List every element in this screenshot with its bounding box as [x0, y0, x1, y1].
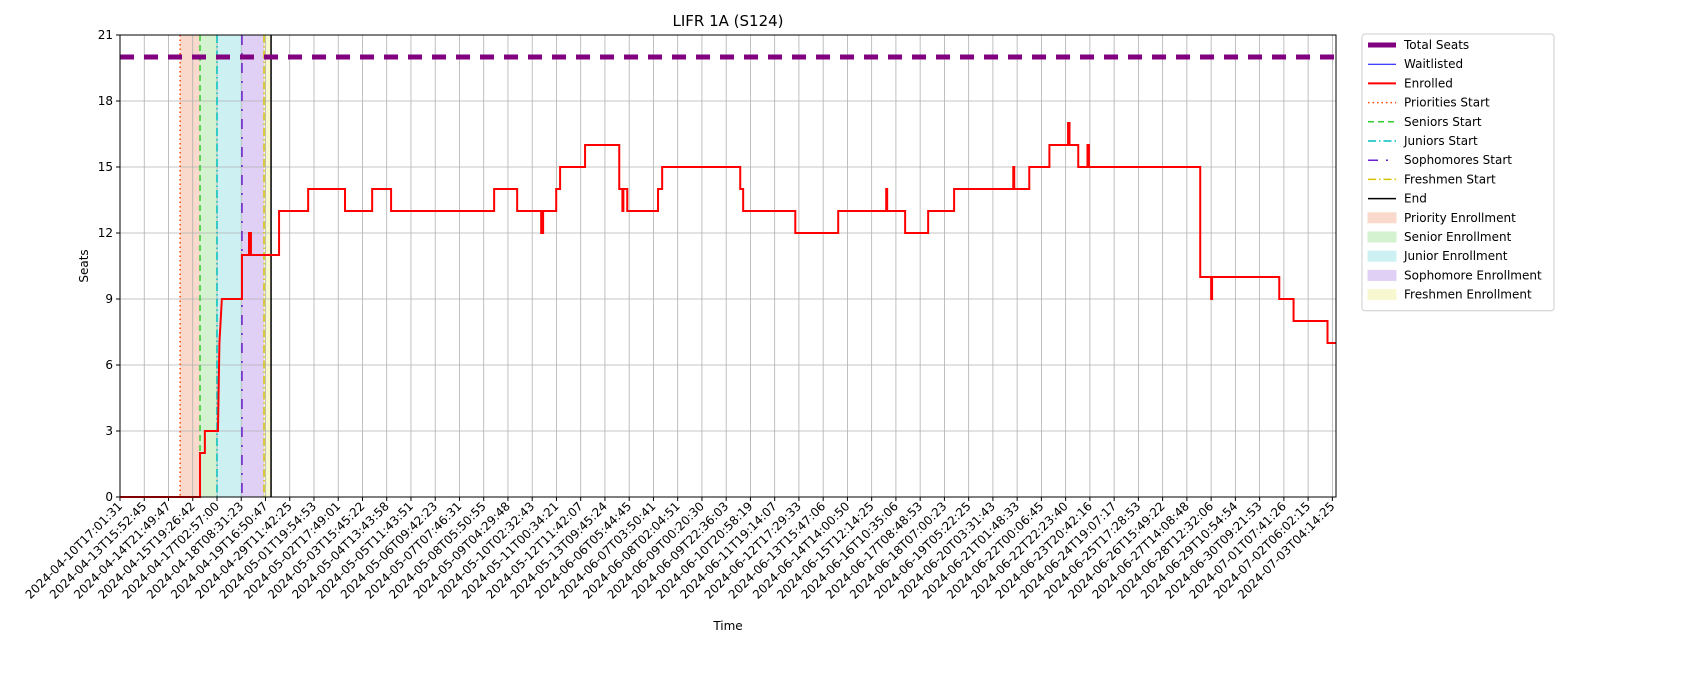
- y-tick-label: 12: [98, 226, 113, 240]
- legend-label: Waitlisted: [1404, 57, 1463, 71]
- series-line: [120, 122, 1336, 498]
- y-tick-label: 0: [105, 490, 113, 504]
- legend-label: Freshmen Start: [1404, 172, 1496, 186]
- legend-label: Priority Enrollment: [1404, 211, 1516, 225]
- legend-swatch: [1367, 269, 1397, 281]
- chart-title: LIFR 1A (S124): [672, 12, 783, 30]
- legend-label: Junior Enrollment: [1403, 249, 1508, 263]
- enrollment-span: [241, 35, 265, 497]
- legend-swatch: [1367, 212, 1397, 224]
- y-tick-label: 9: [105, 292, 113, 306]
- legend-label: Enrolled: [1404, 76, 1453, 90]
- x-axis-label: Time: [712, 619, 742, 633]
- legend-swatch: [1367, 231, 1397, 243]
- legend-label: Total Seats: [1403, 38, 1469, 52]
- legend-label: Seniors Start: [1404, 115, 1482, 129]
- enrollment-span: [180, 35, 201, 497]
- legend-swatch: [1367, 250, 1397, 262]
- y-tick-label: 3: [105, 424, 113, 438]
- legend-label: Senior Enrollment: [1404, 230, 1512, 244]
- y-tick-label: 21: [98, 28, 113, 42]
- legend-label: Priorities Start: [1404, 96, 1490, 110]
- enrollment-span: [200, 35, 217, 497]
- legend-label: Sophomores Start: [1404, 153, 1512, 167]
- y-tick-label: 15: [98, 160, 113, 174]
- y-tick-label: 6: [105, 358, 113, 372]
- legend-swatch: [1367, 289, 1397, 301]
- enrollment-span: [264, 35, 272, 497]
- legend-box: [1361, 33, 1555, 312]
- y-tick-label: 18: [98, 94, 113, 108]
- legend-label: Freshmen Enrollment: [1404, 288, 1532, 302]
- plot-frame: [119, 34, 1337, 498]
- legend-label: Sophomore Enrollment: [1404, 268, 1542, 282]
- y-axis-label: Seats: [77, 249, 91, 282]
- legend-label: End: [1404, 192, 1427, 206]
- legend-label: Juniors Start: [1403, 134, 1478, 148]
- enrollment-span: [216, 35, 242, 497]
